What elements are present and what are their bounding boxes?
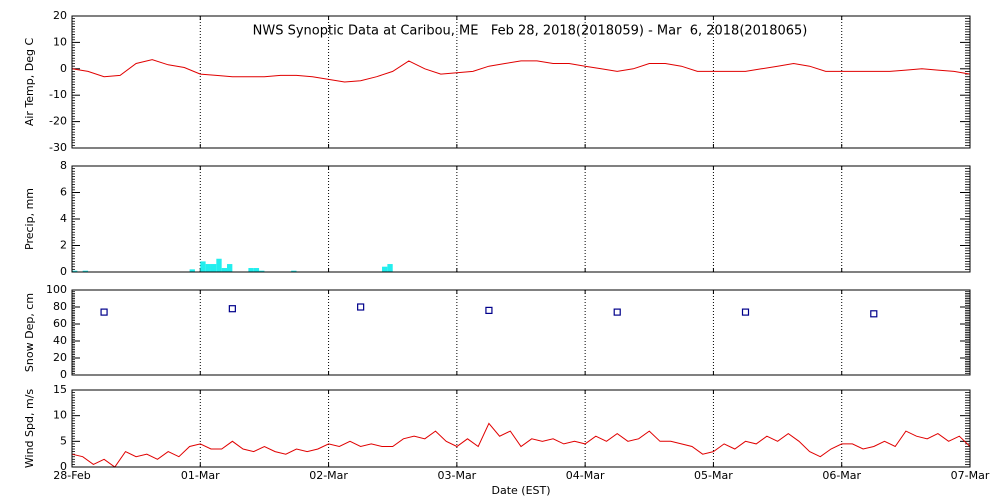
y-tick-label: 40 xyxy=(53,334,67,347)
point xyxy=(100,308,108,316)
y-tick-label: 0 xyxy=(60,368,67,381)
point xyxy=(357,303,365,311)
point xyxy=(741,308,750,316)
y-tick-label: -20 xyxy=(49,115,67,128)
bar xyxy=(382,266,388,272)
y-tick-label: 20 xyxy=(53,9,67,22)
y-tick-label: 10 xyxy=(53,35,67,48)
bar xyxy=(248,268,254,272)
y-tick-label: 100 xyxy=(46,283,67,296)
point xyxy=(485,306,493,314)
x-tick-label: 06-Mar xyxy=(822,469,861,482)
y-tick-label: 4 xyxy=(60,212,67,225)
plot-frame xyxy=(71,15,971,149)
x-axis-label: Date (EST) xyxy=(491,484,550,497)
y-tick-label: 10 xyxy=(53,409,67,422)
y-tick-label: 0 xyxy=(60,265,67,278)
y-tick-label: -10 xyxy=(49,88,67,101)
plot-frame xyxy=(71,165,971,273)
bar xyxy=(387,264,393,272)
y-tick-label: 15 xyxy=(53,383,67,396)
x-tick-label: 04-Mar xyxy=(566,469,605,482)
bar xyxy=(216,258,222,272)
y-tick-label: -30 xyxy=(49,141,67,154)
y-tick-label: 80 xyxy=(53,300,67,313)
y-tick-label: 8 xyxy=(60,159,67,172)
bar xyxy=(200,261,206,272)
x-tick-label: 02-Mar xyxy=(309,469,348,482)
y-tick-label: 5 xyxy=(60,434,67,447)
x-tick-label: 05-Mar xyxy=(694,469,733,482)
plot-frame xyxy=(71,389,971,468)
y-tick-label: 20 xyxy=(53,351,67,364)
y-tick-label: 2 xyxy=(60,239,67,252)
y-axis-label: Air Temp, Deg C xyxy=(23,38,36,127)
bar xyxy=(227,264,233,272)
plot-frame xyxy=(71,289,971,376)
x-tick-label: 01-Mar xyxy=(181,469,220,482)
data-line xyxy=(71,422,971,468)
x-tick-label: 28-Feb xyxy=(53,469,90,482)
y-axis-label: Wind Spd, m/s xyxy=(23,389,36,469)
y-axis-label: Precip, mm xyxy=(23,188,36,250)
y-tick-label: 60 xyxy=(53,317,67,330)
y-axis-label: Snow Dep, cm xyxy=(23,293,36,372)
bar xyxy=(259,270,265,272)
y-tick-label: 0 xyxy=(60,62,67,75)
point xyxy=(613,308,621,316)
y-tick-label: 0 xyxy=(60,460,67,473)
bar xyxy=(82,270,89,272)
bar xyxy=(189,269,195,272)
chart-title: NWS Synoptic Data at Caribou, ME Feb 28,… xyxy=(253,24,808,39)
point xyxy=(870,310,878,318)
x-tick-label: 03-Mar xyxy=(437,469,476,482)
bar xyxy=(221,268,228,272)
bar xyxy=(72,270,78,272)
bar xyxy=(253,268,260,272)
y-tick-label: 6 xyxy=(60,186,67,199)
point xyxy=(228,305,236,313)
x-tick-label: 07-Mar xyxy=(951,469,990,482)
bar xyxy=(210,264,217,272)
bar xyxy=(205,264,211,272)
bar xyxy=(291,270,297,272)
data-line xyxy=(71,59,971,83)
